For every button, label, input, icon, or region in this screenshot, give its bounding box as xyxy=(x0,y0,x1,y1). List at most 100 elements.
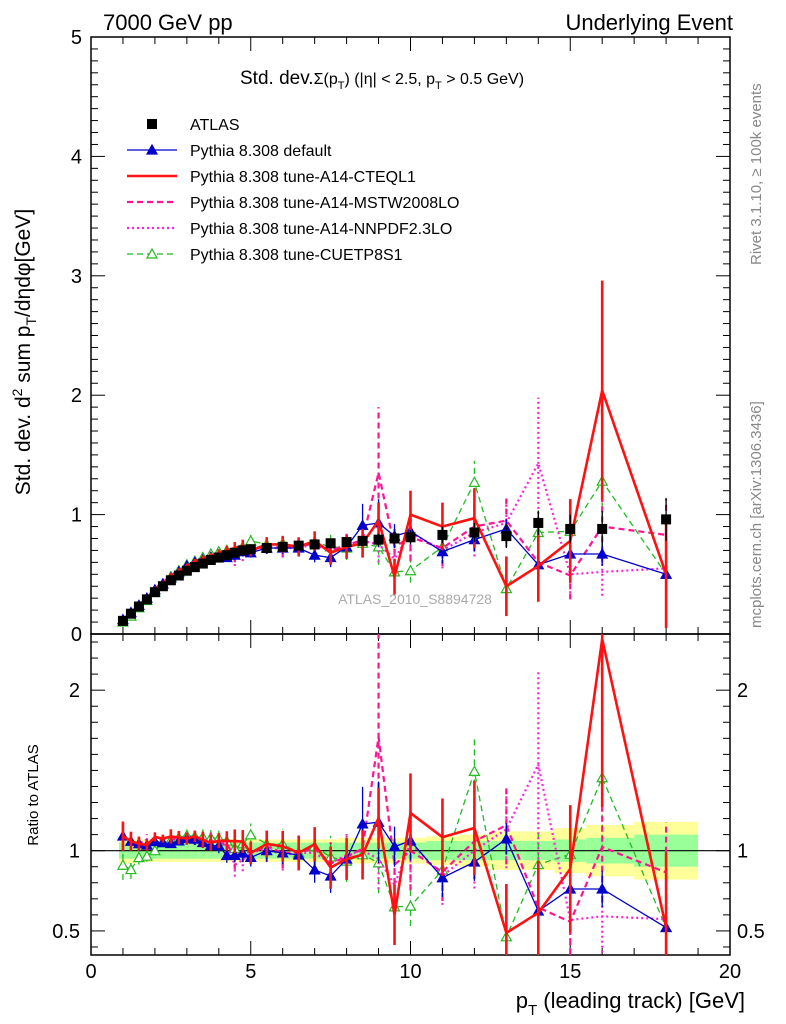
data-point xyxy=(469,527,480,538)
data-point xyxy=(533,517,544,528)
legend-swatch-data xyxy=(147,119,157,129)
ratio-line-cuetp8s1 xyxy=(122,771,667,939)
data-point xyxy=(325,538,336,549)
ratio-series-group xyxy=(116,634,673,955)
data-point xyxy=(237,545,248,556)
ratio-marker-cuetp8s1 xyxy=(404,899,417,911)
data-point xyxy=(261,543,272,554)
marker-cuetp8s1 xyxy=(244,534,257,546)
y-tick-label-ratio: 1 xyxy=(69,841,80,863)
x-axis-label: pT (leading track) [GeV] xyxy=(516,988,745,1019)
title-part2: Σ(p xyxy=(314,71,338,88)
ratio-marker-cuetp8s1 xyxy=(140,849,153,861)
x-label-rest: (leading track) [GeV] xyxy=(537,988,745,1013)
ratio-marker-cuetp8s1 xyxy=(148,844,161,856)
y-tick-label-ratio: 2 xyxy=(69,680,80,702)
ratio-line-default xyxy=(122,821,667,929)
data-point xyxy=(141,594,152,605)
data-point xyxy=(189,562,200,573)
legend-label-nnpdf: Pythia 8.308 tune-A14-NNPDF2.3LO xyxy=(190,221,452,238)
y-tick-label-main: 1 xyxy=(71,505,82,527)
ratio-marker-default xyxy=(220,849,233,861)
marker-default xyxy=(308,548,321,560)
data-point xyxy=(373,534,384,545)
ratio-line-cteql1 xyxy=(122,638,668,935)
x-tick-label: 20 xyxy=(719,961,741,983)
data-point xyxy=(661,514,672,525)
ratio-marker-cuetp8s1 xyxy=(132,851,145,863)
x-tick-label: 0 xyxy=(85,961,96,983)
ratio-marker-cuetp8s1 xyxy=(468,765,481,776)
x-label-sub: T xyxy=(528,1002,537,1019)
data-point xyxy=(157,581,168,592)
data-point xyxy=(501,531,512,542)
marker-default xyxy=(436,545,449,557)
data-point xyxy=(197,558,208,569)
ratio-marker-cuetp8s1 xyxy=(244,828,257,840)
y-label-part3: /dηdφ[GeV] xyxy=(12,209,35,317)
data-point xyxy=(277,541,288,552)
ratio-marker-default xyxy=(356,817,369,829)
title-part3: ) (|η| < 2.5, p xyxy=(344,71,435,88)
data-point xyxy=(437,529,448,540)
mcplots-label: mcplots.cern.ch [arXiv:1306.3436] xyxy=(748,401,765,628)
plot-title: Std. dev.Σ(pT) (|η| < 2.5, pT > 0.5 GeV) xyxy=(240,68,524,92)
marker-cuetp8s1 xyxy=(468,476,481,487)
x-tick-label: 5 xyxy=(245,961,256,983)
marker-cuetp8s1 xyxy=(404,564,417,576)
header-right: Underlying Event xyxy=(565,10,733,35)
ratio-marker-default xyxy=(596,882,609,894)
y-tick-label-main: 4 xyxy=(71,146,82,168)
y-label-part1: Std. dev. d xyxy=(12,396,35,495)
data-point xyxy=(565,523,576,534)
rivet-label: Rivet 3.1.10, ≥ 100k events xyxy=(748,83,765,265)
ratio-marker-cuetp8s1 xyxy=(124,863,137,875)
y-label-sub: T xyxy=(23,317,39,326)
y-axis-label-main: Std. dev. d2 sum pT/dηdφ[GeV] xyxy=(9,209,39,495)
legend-label-default: Pythia 8.308 default xyxy=(190,143,332,160)
marker-default xyxy=(596,547,609,559)
data-point xyxy=(229,547,240,558)
ratio-marker-cuetp8s1 xyxy=(116,859,129,870)
y-tick-label-ratio: 0.5 xyxy=(52,921,80,943)
x-label-p: p xyxy=(516,988,528,1013)
data-point xyxy=(149,587,160,598)
x-tick-label: 10 xyxy=(399,961,421,983)
legend-marker-cuetp8s1 xyxy=(145,247,159,259)
legend-label-cteql1: Pythia 8.308 tune-A14-CTEQL1 xyxy=(190,169,416,186)
data-point xyxy=(173,570,184,581)
x-tick-label: 15 xyxy=(559,961,581,983)
data-point xyxy=(245,544,256,555)
ratio-marker-default xyxy=(308,863,321,875)
y-tick-label-ratio-right: 2 xyxy=(737,680,748,702)
y-tick-label-ratio-right: 0.5 xyxy=(737,921,765,943)
title-part2-sub: T xyxy=(338,80,345,92)
data-point xyxy=(405,532,416,543)
title-part1: Std. dev. xyxy=(240,68,314,89)
header-left: 7000 GeV pp xyxy=(103,10,233,35)
y-label-sup: 2 xyxy=(9,388,25,396)
title-part4: > 0.5 GeV) xyxy=(442,71,524,88)
data-point xyxy=(597,523,608,534)
y-tick-label-main: 0 xyxy=(71,624,82,646)
title-part3-sub: T xyxy=(435,80,442,92)
data-point xyxy=(309,539,320,550)
data-point xyxy=(213,552,224,563)
data-point xyxy=(117,615,128,626)
data-point xyxy=(357,535,368,546)
y-tick-label-ratio-right: 1 xyxy=(737,841,748,863)
data-point xyxy=(125,608,136,619)
legend: ATLAS Pythia 8.308 default Pythia 8.308 tu… xyxy=(127,117,459,264)
data-point xyxy=(165,575,176,586)
ratio-marker-default xyxy=(436,871,449,883)
y-tick-label-main: 5 xyxy=(71,27,82,49)
data-point xyxy=(293,540,304,551)
y-axis-label-ratio: Ratio to ATLAS xyxy=(25,744,42,845)
y-label-part2: sum p xyxy=(12,326,35,389)
legend-label-data: ATLAS xyxy=(190,117,240,134)
ratio-marker-default xyxy=(388,840,401,852)
data-point xyxy=(181,565,192,576)
y-tick-label-main: 3 xyxy=(71,266,82,288)
data-point xyxy=(389,533,400,544)
